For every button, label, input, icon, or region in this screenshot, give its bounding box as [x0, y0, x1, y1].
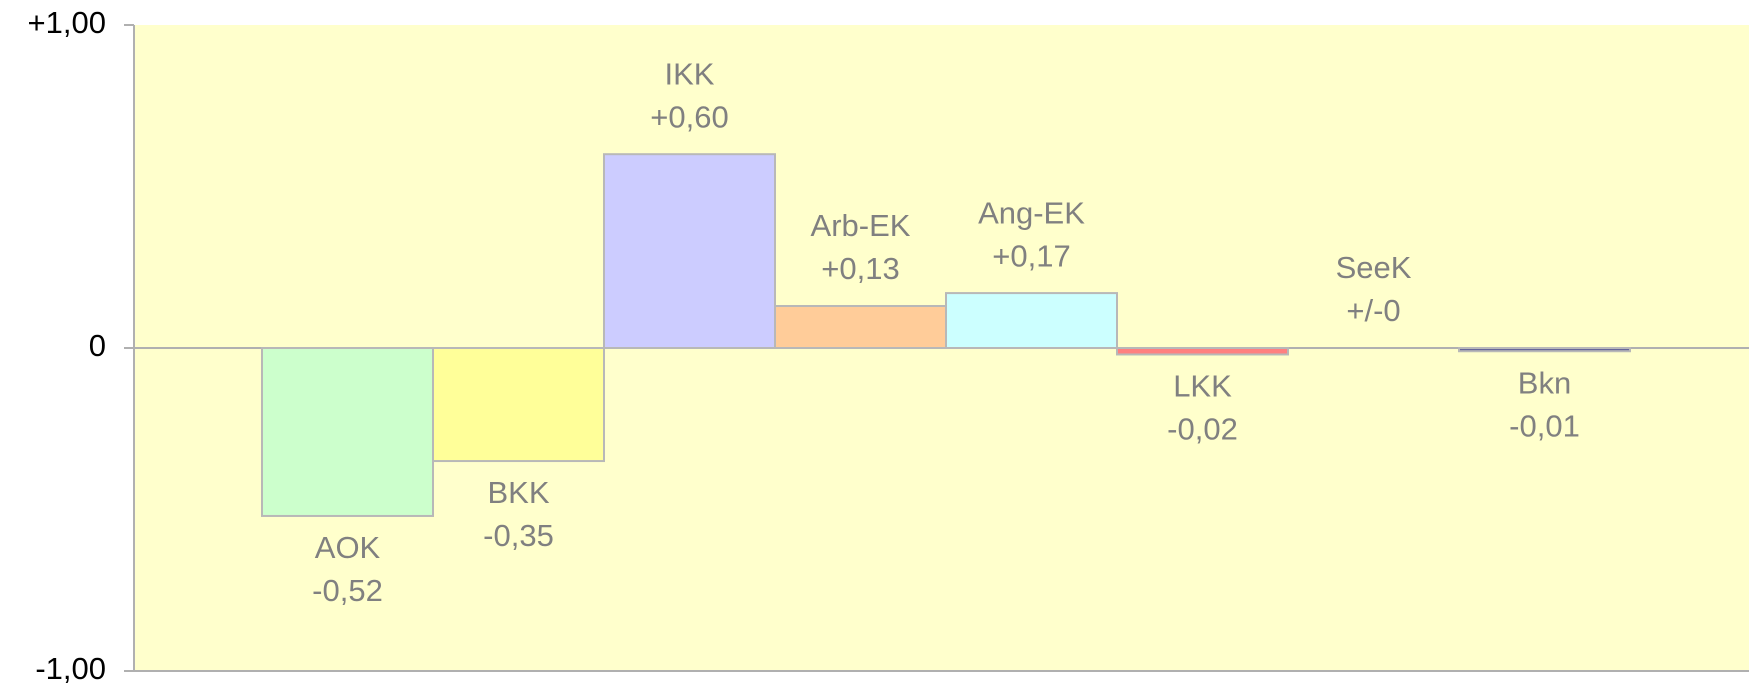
bar: [945, 292, 1118, 349]
bar-label: Arb-EK: [811, 208, 911, 243]
bar: [1458, 347, 1631, 353]
value-label: +0,13: [821, 251, 899, 286]
bar-label: BKK: [487, 475, 549, 510]
bar-label: SeeK: [1336, 250, 1412, 285]
y-tick-label: +1,00: [28, 5, 106, 40]
value-label: -0,52: [312, 573, 383, 608]
bar: [603, 153, 776, 349]
value-label: -0,02: [1167, 412, 1238, 447]
value-label: +0,60: [650, 99, 728, 134]
value-label: +0,17: [992, 238, 1070, 273]
y-tick-label: 0: [89, 328, 106, 363]
value-label: -0,01: [1509, 408, 1580, 443]
bar: [261, 347, 434, 517]
bar-label: Ang-EK: [978, 195, 1085, 230]
bar-label: Bkn: [1518, 365, 1571, 400]
bar-label: AOK: [315, 530, 381, 565]
value-label: -0,35: [483, 518, 554, 553]
bar-label: LKK: [1173, 369, 1232, 404]
bar: [774, 305, 947, 350]
value-label: +/-0: [1346, 293, 1400, 328]
y-tick-label: -1,00: [35, 651, 106, 686]
bar-label: IKK: [665, 56, 715, 91]
bar: [1116, 347, 1289, 356]
bar: [432, 347, 605, 463]
